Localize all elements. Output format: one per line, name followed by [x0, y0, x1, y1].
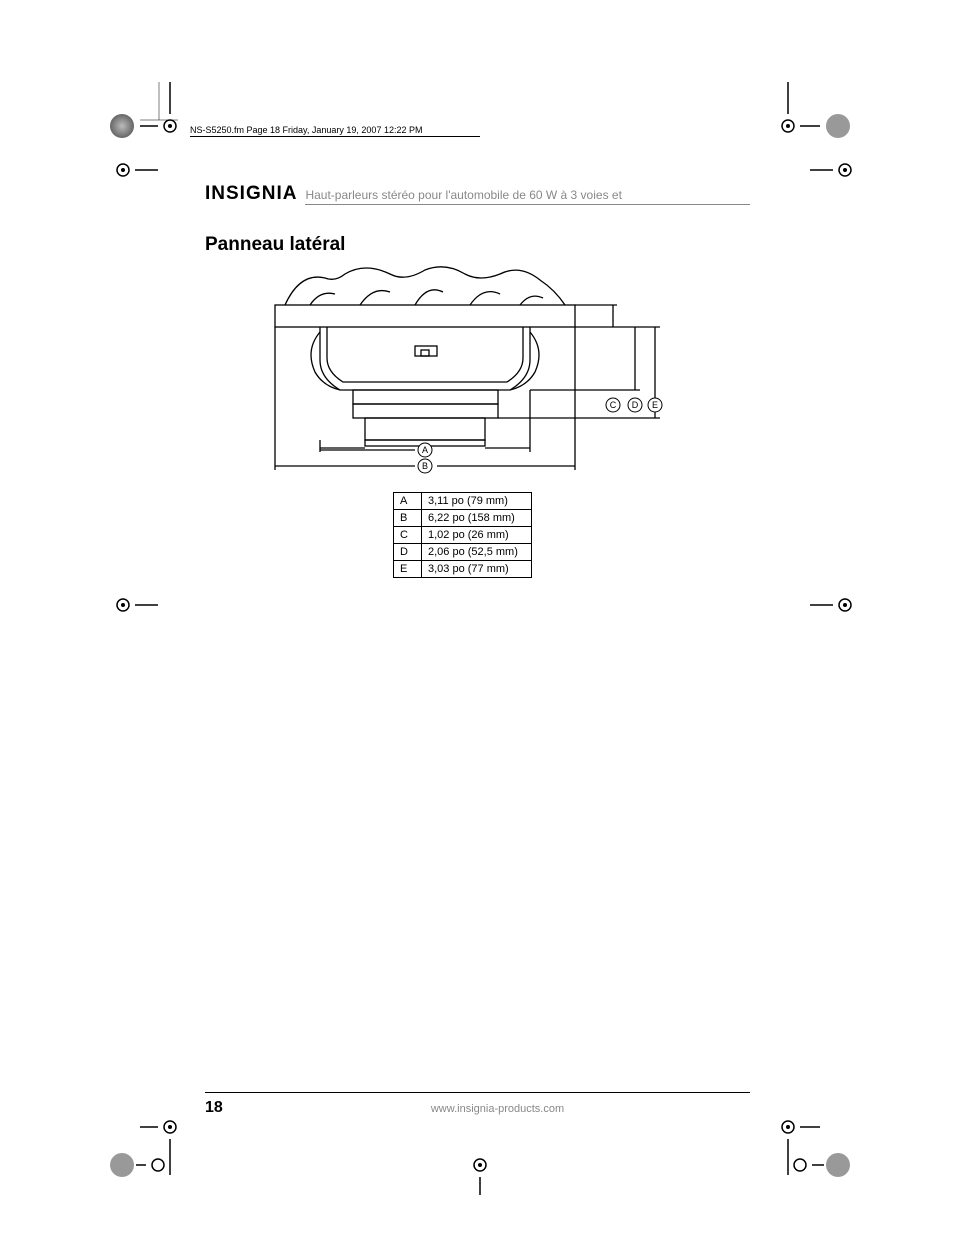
dim-value: 6,22 po (158 mm)	[422, 510, 532, 527]
crop-mark-mid-right	[800, 590, 860, 620]
dim-value: 2,06 po (52,5 mm)	[422, 544, 532, 561]
svg-text:A: A	[422, 445, 428, 455]
table-row: B6,22 po (158 mm)	[394, 510, 532, 527]
dim-value: 3,11 po (79 mm)	[422, 493, 532, 510]
page-number: 18	[205, 1099, 245, 1117]
table-row: E3,03 po (77 mm)	[394, 561, 532, 578]
document-title: Haut-parleurs stéréo pour l'automobile d…	[305, 188, 750, 205]
dim-value: 3,03 po (77 mm)	[422, 561, 532, 578]
dimensions-table: A3,11 po (79 mm)B6,22 po (158 mm)C1,02 p…	[393, 492, 532, 578]
crop-mark-left-edge	[108, 155, 168, 195]
brand-logo: INSIGNIA_	[205, 183, 297, 205]
svg-text:B: B	[422, 461, 428, 471]
table-row: C1,02 po (26 mm)	[394, 527, 532, 544]
dim-key: E	[394, 561, 422, 578]
dim-key: C	[394, 527, 422, 544]
table-row: A3,11 po (79 mm)	[394, 493, 532, 510]
print-header: NS-S5250.fm Page 18 Friday, January 19, …	[190, 125, 480, 137]
crop-mark-right-edge	[800, 155, 860, 195]
crop-mark-bottom-right	[770, 1105, 860, 1195]
svg-text:E: E	[652, 400, 658, 410]
dim-value: 1,02 po (26 mm)	[422, 527, 532, 544]
footer-rule	[205, 1092, 750, 1093]
dim-key: B	[394, 510, 422, 527]
crop-mark-bottom-left	[100, 1105, 190, 1195]
svg-text:C: C	[610, 400, 617, 410]
footer-url: www.insignia-products.com	[245, 1103, 750, 1115]
section-heading: Panneau latéral	[205, 234, 345, 256]
crop-mark-bottom-center	[450, 1150, 510, 1200]
speaker-side-diagram: A B C D E	[265, 260, 665, 480]
table-row: D2,06 po (52,5 mm)	[394, 544, 532, 561]
dim-key: A	[394, 493, 422, 510]
svg-text:D: D	[632, 400, 639, 410]
crop-mark-mid-left	[108, 590, 168, 620]
dim-key: D	[394, 544, 422, 561]
